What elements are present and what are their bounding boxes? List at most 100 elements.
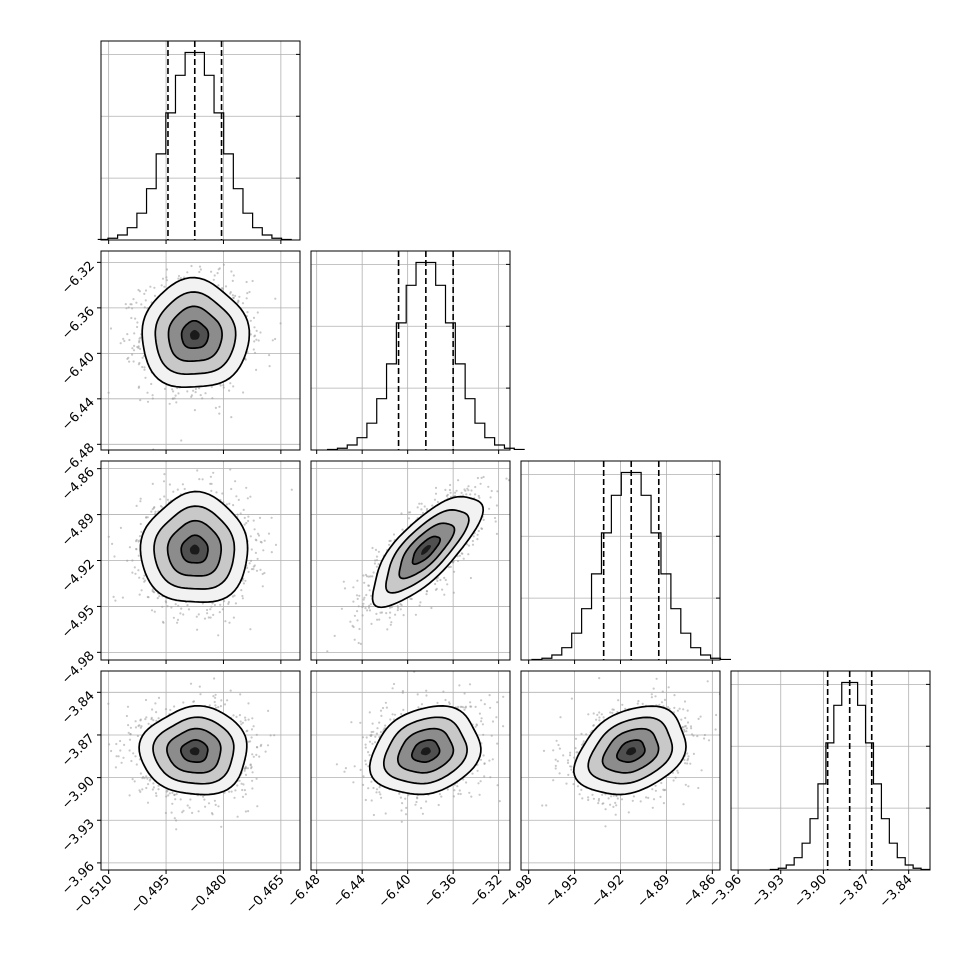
- sample-point: [470, 795, 473, 798]
- sample-point: [480, 527, 483, 530]
- sample-point: [685, 730, 688, 733]
- sample-point: [639, 800, 642, 803]
- sample-point: [471, 543, 475, 546]
- sample-point: [488, 507, 491, 510]
- sample-point: [361, 736, 365, 739]
- sample-point: [199, 693, 202, 696]
- sample-point: [404, 813, 408, 816]
- sample-point: [667, 686, 670, 689]
- sample-point: [559, 716, 562, 719]
- sample-point: [496, 784, 499, 787]
- sample-point: [482, 475, 485, 479]
- sample-point: [244, 579, 247, 582]
- sample-point: [356, 597, 359, 601]
- sample-point: [144, 718, 147, 721]
- sample-point: [614, 813, 617, 816]
- sample-point: [166, 605, 169, 608]
- sample-point: [151, 482, 154, 485]
- sample-point: [477, 494, 480, 498]
- sample-point: [661, 690, 664, 693]
- sample-point: [425, 590, 428, 593]
- sample-point: [682, 803, 685, 806]
- sample-point: [420, 807, 423, 810]
- sample-point: [253, 340, 256, 343]
- sample-point: [361, 614, 364, 617]
- sample-point: [674, 776, 677, 779]
- sample-point: [388, 606, 392, 609]
- density-peak: [420, 747, 431, 756]
- sample-point: [686, 759, 689, 762]
- sample-point: [672, 779, 675, 782]
- sample-point: [371, 722, 374, 725]
- sample-point: [482, 518, 485, 522]
- sample-point: [152, 786, 155, 789]
- sample-point: [193, 409, 196, 412]
- sample-point: [128, 360, 131, 363]
- sample-point: [595, 718, 598, 721]
- sample-point: [107, 702, 110, 705]
- sample-point: [465, 781, 468, 784]
- sample-point: [154, 702, 157, 705]
- sample-point: [601, 793, 604, 796]
- sample-point: [401, 528, 404, 531]
- sample-point: [249, 628, 252, 631]
- sample-point: [463, 708, 466, 711]
- sample-point: [143, 292, 146, 295]
- sample-point: [391, 713, 394, 716]
- sample-point: [370, 780, 373, 783]
- sample-point: [480, 699, 483, 702]
- sample-point: [177, 604, 180, 608]
- sample-point: [241, 795, 245, 799]
- sample-point: [358, 627, 361, 631]
- sample-point: [703, 733, 707, 737]
- sample-point: [230, 790, 233, 793]
- sample-point: [256, 557, 259, 561]
- sample-point: [677, 771, 680, 774]
- sample-point: [364, 743, 367, 746]
- sample-point: [367, 606, 371, 609]
- sample-point: [164, 811, 167, 815]
- sample-point: [190, 264, 193, 268]
- sample-point: [214, 803, 217, 807]
- sample-point: [491, 720, 495, 723]
- sample-point: [210, 489, 213, 492]
- sample-point: [445, 494, 448, 498]
- sample-point: [249, 333, 252, 336]
- sample-point: [370, 622, 373, 626]
- sample-point: [379, 731, 382, 734]
- sample-point: [255, 329, 258, 332]
- sample-point: [689, 725, 693, 728]
- sample-point: [587, 796, 590, 799]
- sample-point: [258, 516, 262, 520]
- sample-point: [133, 780, 136, 783]
- sample-point: [133, 332, 136, 335]
- sample-point: [114, 599, 117, 602]
- sample-point: [212, 613, 215, 617]
- sample-point: [471, 772, 474, 775]
- sample-point: [152, 590, 155, 593]
- sample-point: [479, 482, 482, 485]
- sample-point: [210, 270, 213, 273]
- sample-point: [246, 292, 249, 295]
- sample-point: [495, 504, 498, 507]
- sample-point: [134, 317, 137, 320]
- sample-point: [602, 716, 605, 719]
- sample-point: [171, 388, 174, 391]
- sample-point: [252, 725, 255, 728]
- sample-point: [139, 347, 142, 350]
- sample-point: [244, 358, 247, 361]
- sample-point: [133, 566, 136, 569]
- sample-point: [216, 272, 219, 275]
- sample-point: [239, 512, 242, 515]
- sample-point: [405, 806, 408, 810]
- sample-point: [127, 724, 130, 727]
- sample-point: [137, 569, 140, 572]
- sample-point: [641, 702, 644, 706]
- sample-point: [353, 765, 356, 768]
- y-tick-label: −3.87: [59, 731, 98, 770]
- sample-point: [240, 723, 243, 726]
- sample-point: [128, 749, 131, 752]
- sample-point: [170, 606, 173, 609]
- sample-point: [229, 382, 232, 385]
- sample-point: [158, 595, 161, 598]
